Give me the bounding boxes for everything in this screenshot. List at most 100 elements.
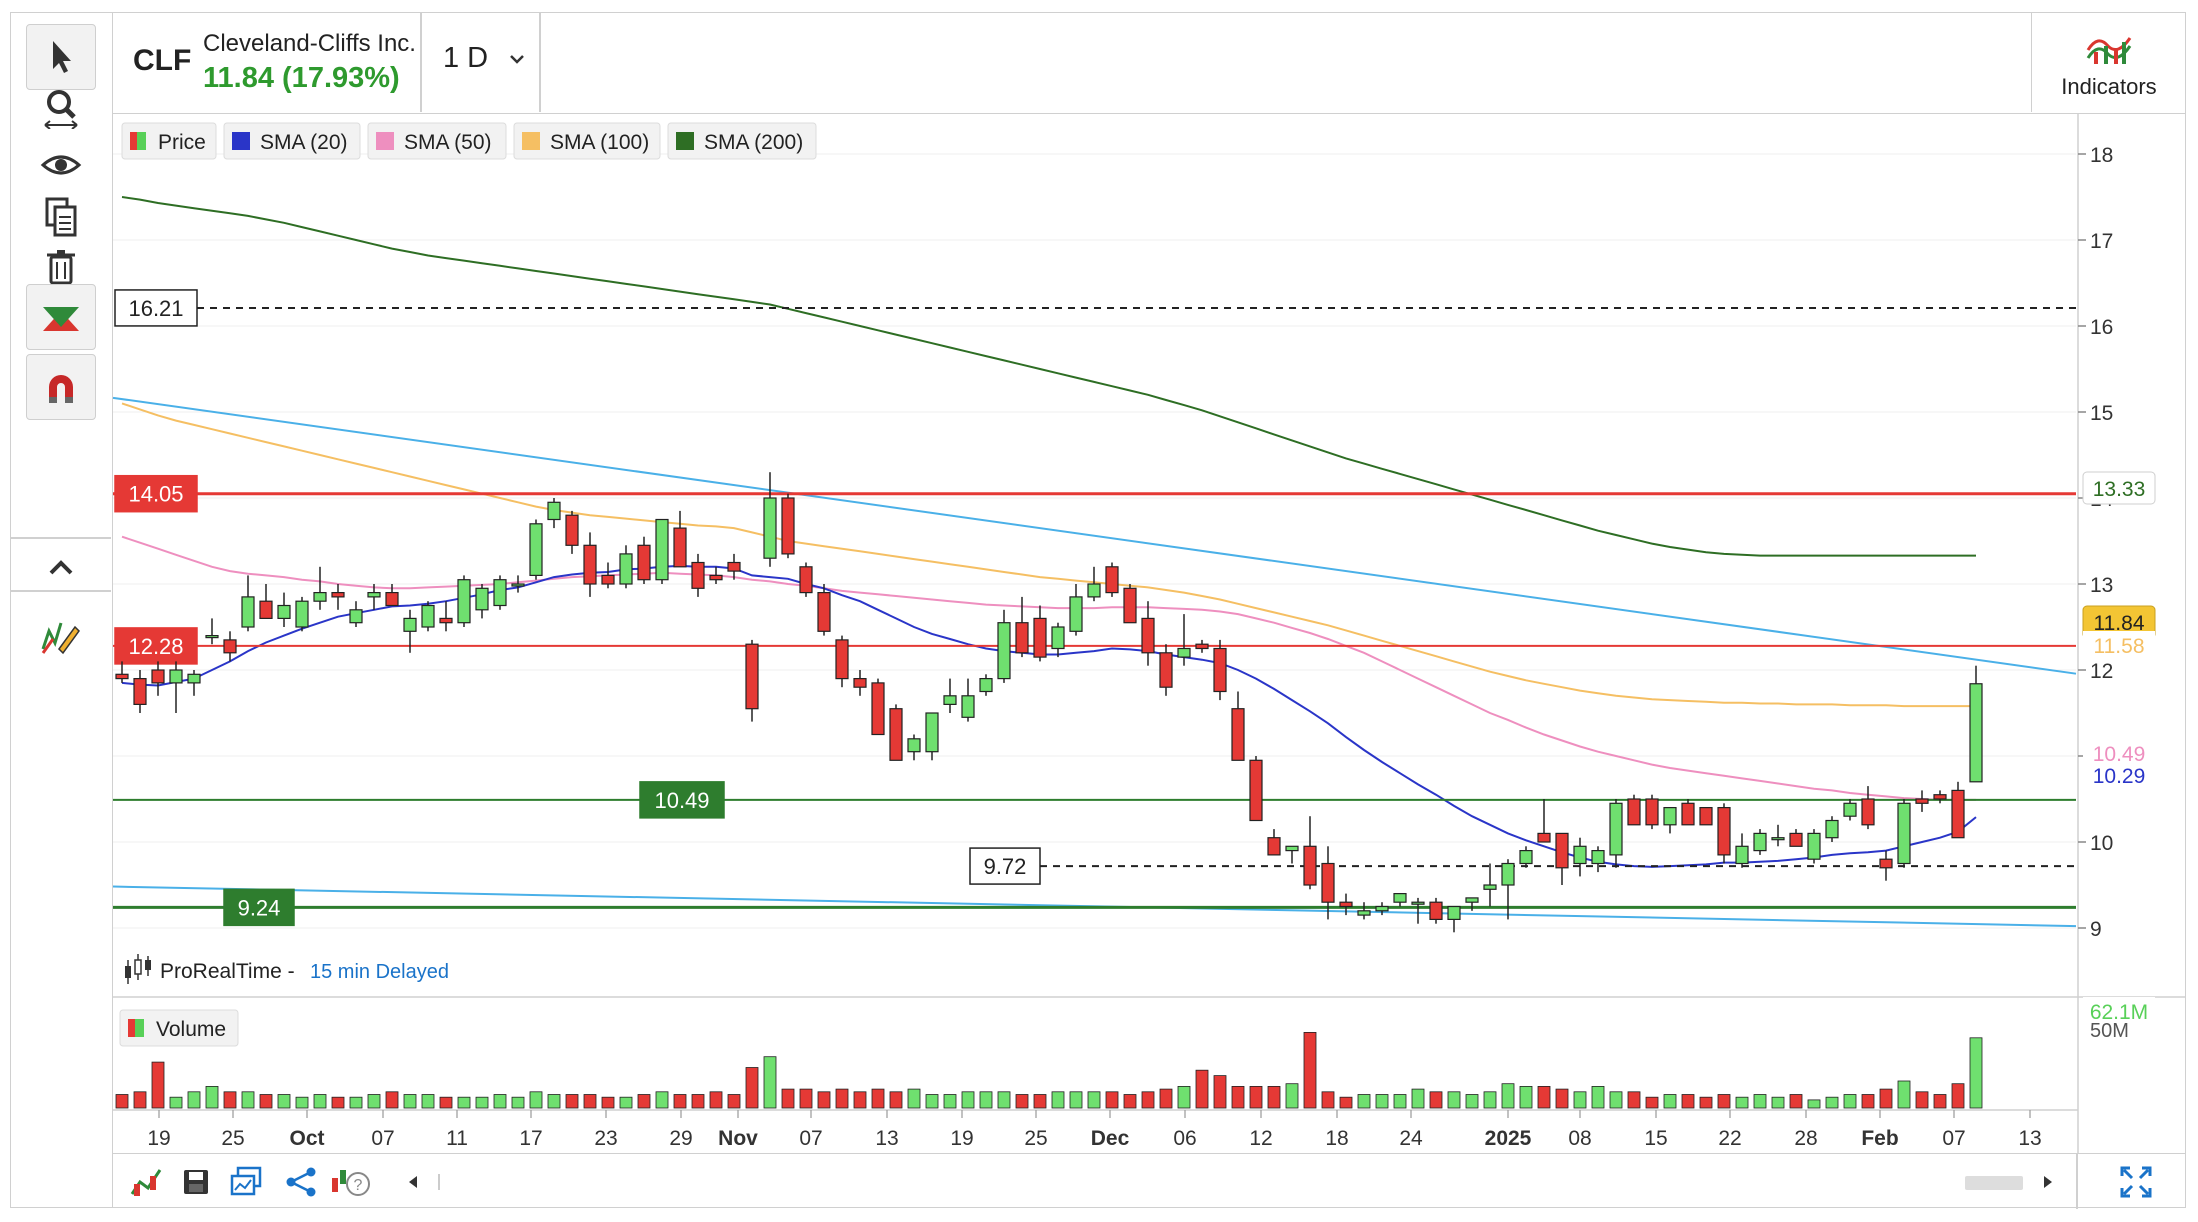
collapse-toolbar-button[interactable] (26, 542, 96, 592)
candle (1411, 897, 1425, 924)
candle (277, 592, 291, 627)
volume-bar (637, 1094, 651, 1109)
drawing-tool-icon (43, 307, 79, 331)
candle (1555, 832, 1569, 885)
volume-bar (727, 1094, 741, 1109)
volume-bar (619, 1096, 633, 1109)
volume-bar (511, 1096, 525, 1109)
pointer-icon (53, 41, 71, 73)
candle (1051, 622, 1065, 658)
x-tick-label: 19 (950, 1127, 973, 1150)
candle (817, 584, 831, 636)
x-axis: 19 25 Oct 07 11 17 23 29 Nov 07 13 19 25 Dec 06 12 18 24 2… (147, 1110, 2042, 1150)
y-tick-label: 10 (2090, 832, 2113, 855)
share-icon[interactable] (283, 1164, 319, 1200)
candle (331, 584, 345, 610)
volume-bar (1483, 1091, 1497, 1109)
copy-tool[interactable] (26, 184, 96, 250)
level-label: 12.28 (128, 634, 183, 659)
volume-bar (799, 1088, 813, 1109)
save-icon[interactable] (178, 1164, 214, 1200)
volume-bar (1051, 1091, 1065, 1109)
pencil-tool[interactable] (26, 602, 96, 668)
drawing-toolbar (10, 12, 113, 1208)
legend-swatch (232, 132, 250, 150)
candle (799, 562, 813, 597)
volume-bar (1609, 1091, 1623, 1109)
drawing-tool[interactable] (26, 284, 96, 350)
volume-bar (763, 1056, 777, 1109)
legend-item[interactable] (223, 122, 361, 160)
legend-item[interactable] (367, 122, 507, 160)
legend-swatch (676, 132, 694, 150)
volume-bar (1645, 1096, 1659, 1109)
delete-tool[interactable] (26, 234, 96, 300)
legend-label: SMA (20) (260, 131, 348, 154)
legend-swatch (137, 132, 146, 150)
chevron-down-icon (510, 55, 525, 65)
volume-bar (367, 1094, 381, 1109)
candle (1465, 897, 1479, 911)
volume-bar (277, 1094, 291, 1109)
candle (691, 553, 705, 597)
level-label: 9.24 (238, 895, 281, 920)
candle (727, 553, 741, 580)
interval-selector[interactable]: 1 D (443, 42, 528, 75)
candle (385, 584, 399, 607)
x-tick-label: Oct (289, 1127, 324, 1150)
chart-header: CLF Cleveland-Cliffs Inc. 11.84 (17.93%)… (113, 12, 2186, 114)
volume-bar (241, 1091, 255, 1109)
magnet-tool[interactable] (26, 354, 96, 420)
candle (511, 575, 525, 593)
badge-bg (2083, 631, 2155, 659)
volume-bar (961, 1091, 975, 1109)
fullscreen-icon[interactable] (2118, 1164, 2154, 1200)
candle (781, 493, 795, 559)
candle (313, 566, 327, 610)
volume-bar (187, 1091, 201, 1109)
candle (1933, 790, 1947, 804)
scroll-right-icon[interactable] (2038, 1164, 2058, 1200)
candle (475, 584, 489, 619)
candle (637, 536, 651, 584)
last-price-change: 11.84 (17.93%) (203, 62, 400, 94)
volume-bar (583, 1094, 597, 1109)
chart-type-icon[interactable] (128, 1164, 164, 1200)
layout-icon[interactable] (228, 1164, 264, 1200)
scrollbar-thumb[interactable] (1965, 1176, 2023, 1190)
x-tick-label: 17 (519, 1127, 542, 1150)
volume-bar (1699, 1096, 1713, 1109)
candle (295, 596, 309, 632)
level-label: 9.72 (984, 854, 1027, 879)
legend-swatch (376, 132, 394, 150)
indicators-button[interactable]: Indicators (2031, 12, 2186, 112)
volume-bar (1519, 1086, 1533, 1109)
volume-bar (1393, 1094, 1407, 1109)
volume-bar (781, 1088, 795, 1109)
pointer-tool[interactable] (26, 24, 96, 90)
x-tick-label: 07 (1942, 1127, 1965, 1150)
price-levels: 16.21 14.05 12.28 10.49 9.72 9.24 (113, 289, 2076, 927)
help-icon[interactable]: ? (328, 1164, 372, 1200)
candle (925, 712, 939, 761)
scroll-left-icon[interactable] (403, 1164, 423, 1200)
legend-item[interactable] (513, 122, 661, 160)
candle (1753, 829, 1767, 855)
candle (871, 678, 885, 736)
level-label: 16.21 (128, 296, 183, 321)
visibility-tool[interactable] (26, 132, 96, 198)
legend-item[interactable] (667, 122, 817, 160)
volume-bar (1429, 1091, 1443, 1109)
indicators-label: Indicators (2061, 74, 2157, 99)
volume-bar (1159, 1088, 1173, 1109)
candle (1447, 905, 1461, 933)
volume-bar (1501, 1083, 1515, 1109)
volume-bar (1447, 1091, 1461, 1109)
volume-bar (493, 1094, 507, 1109)
zoom-tool[interactable] (26, 74, 96, 140)
candle (1627, 794, 1641, 826)
volume-bar (907, 1088, 921, 1109)
candle (1321, 846, 1335, 920)
volume-bar (205, 1086, 219, 1109)
